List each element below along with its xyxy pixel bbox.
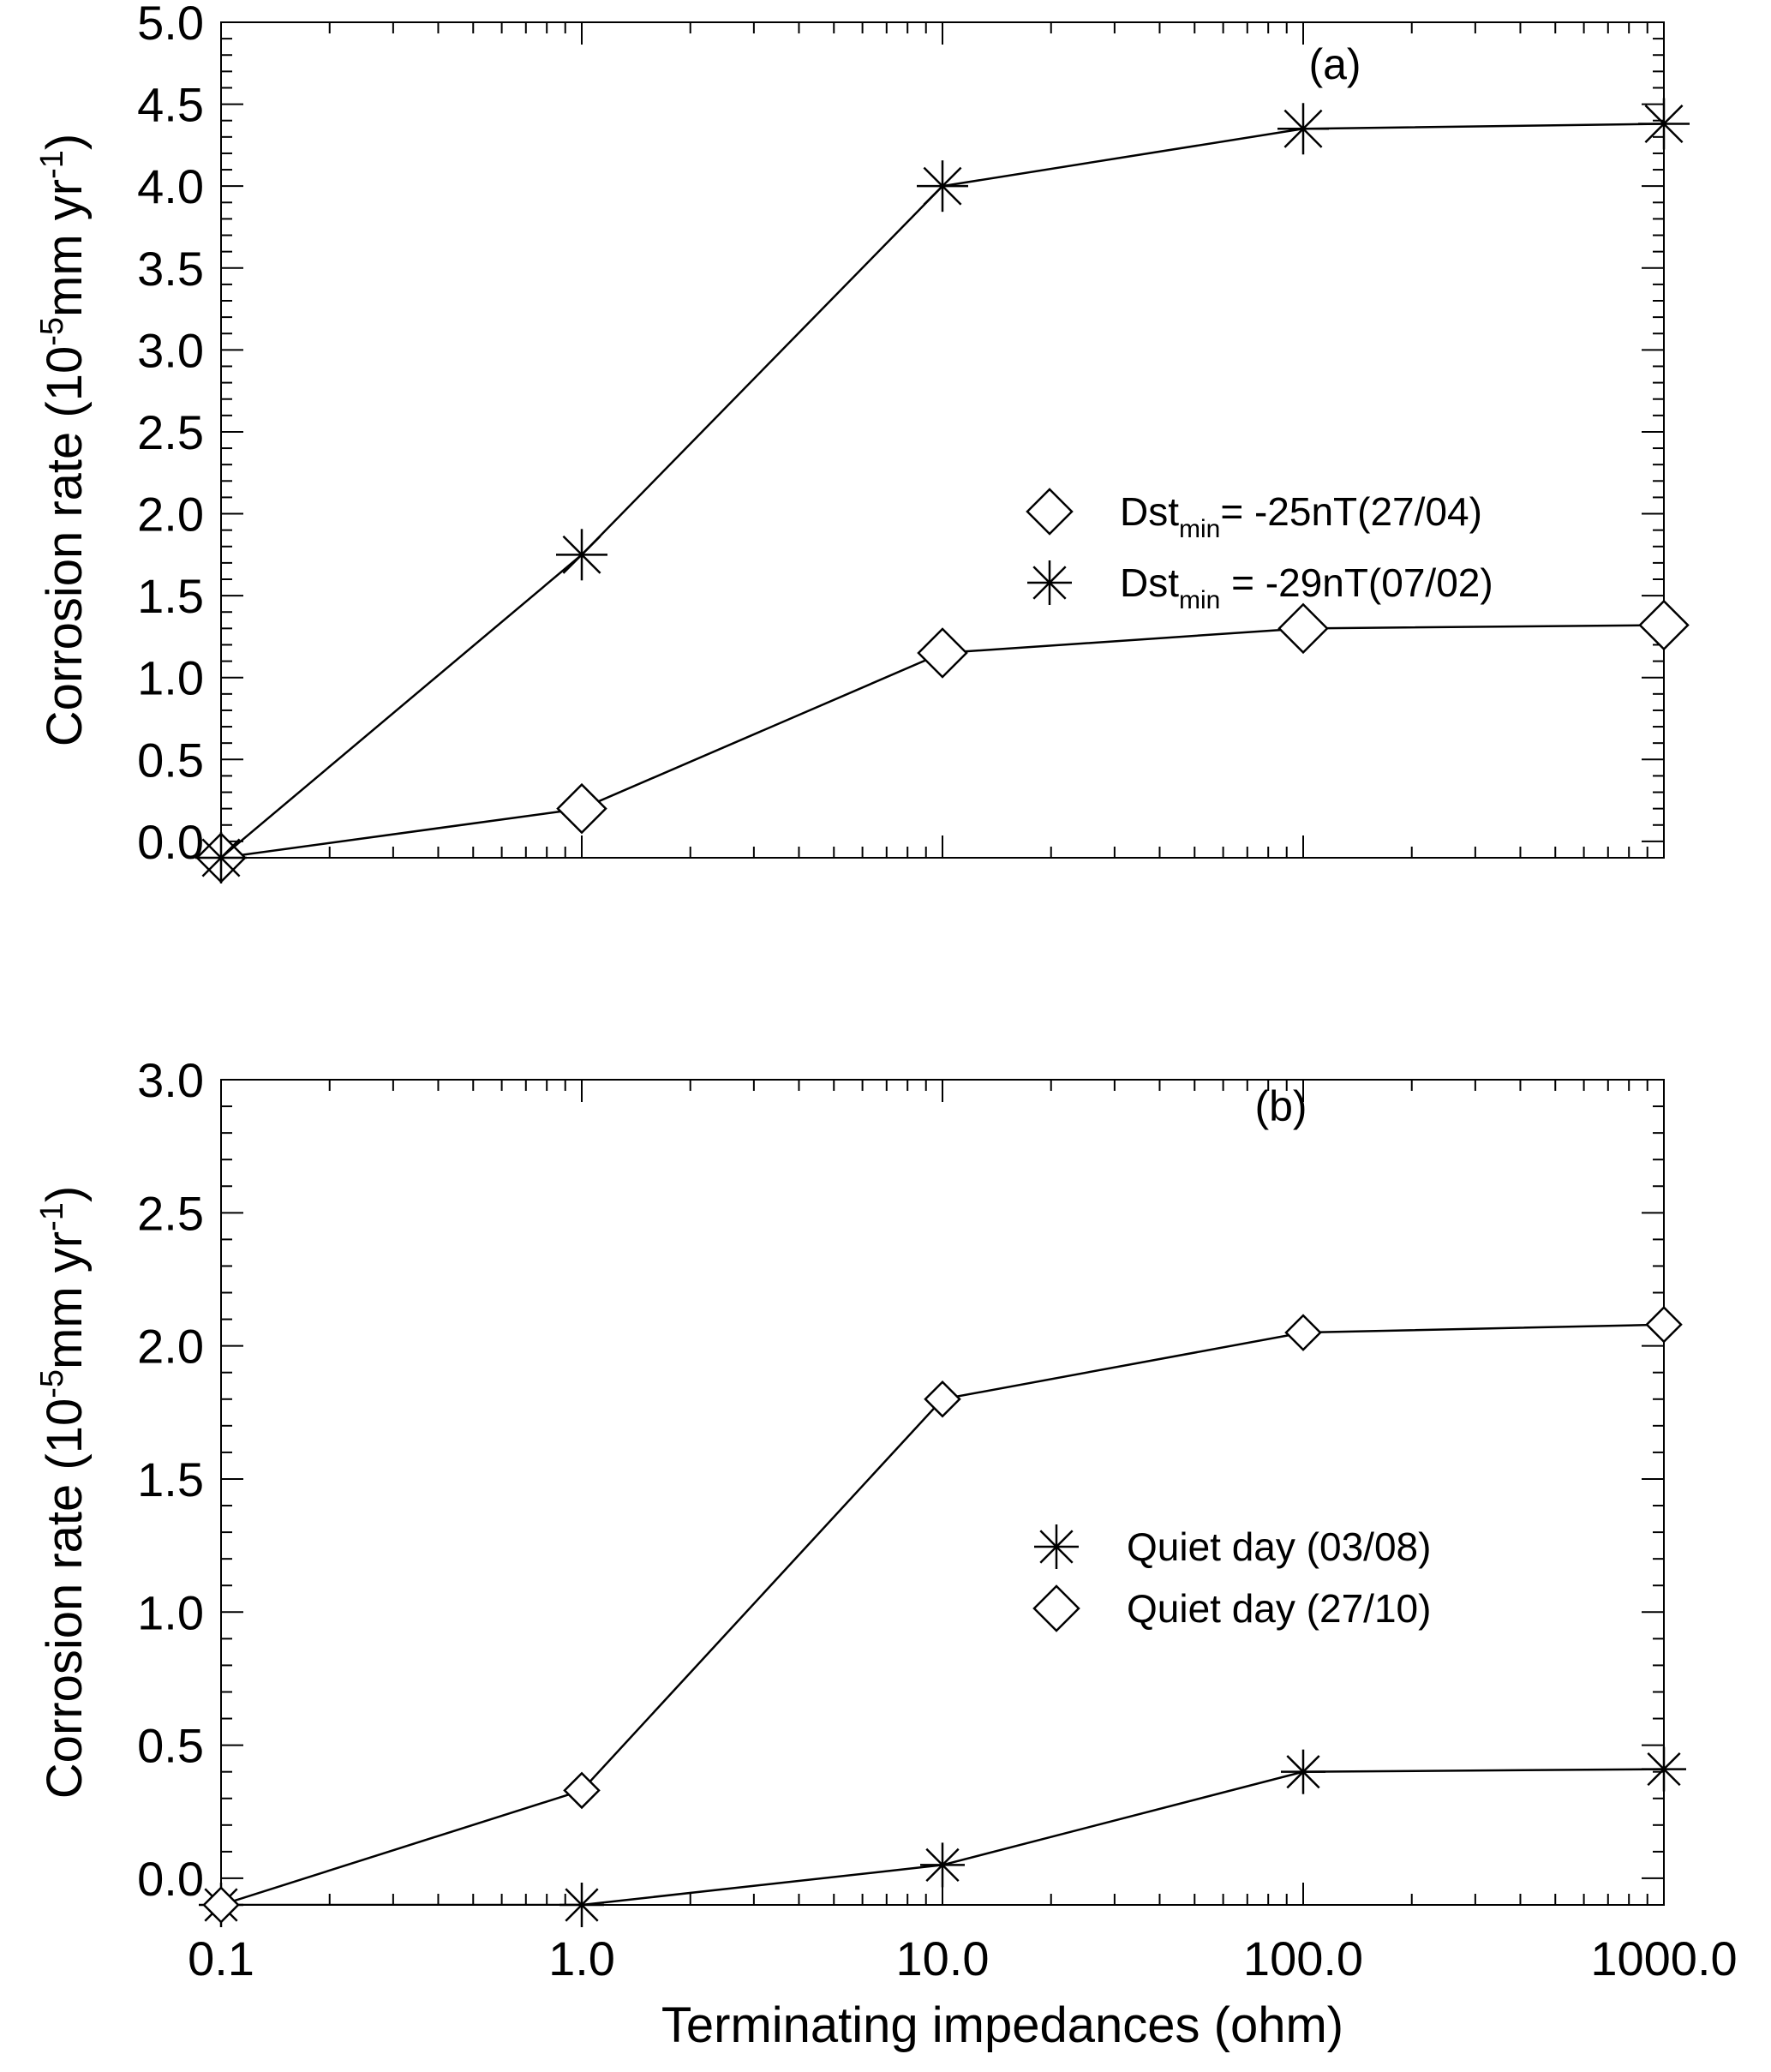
diamond-marker [202, 1886, 240, 1924]
y-tick-label: 3.0 [137, 323, 204, 377]
legend-label: Dstmin = -29nT(07/02) [1120, 560, 1493, 614]
y-tick-label: 1.0 [137, 651, 204, 705]
asterisk-marker [920, 1842, 965, 1888]
diamond-marker [1638, 599, 1690, 651]
y-tick-label: 3.0 [137, 1053, 204, 1107]
y-tick-label: 0.0 [137, 815, 204, 869]
y-tick-label: 4.5 [137, 78, 204, 132]
y-tick-label: 4.0 [137, 159, 204, 213]
legend-asterisk-symbol [1034, 1524, 1079, 1569]
y-tick-label: 0.0 [137, 1852, 204, 1906]
diamond-marker [917, 627, 968, 679]
diamond-marker [556, 782, 607, 835]
asterisk-marker [556, 529, 607, 581]
x-tick-label: 100.0 [1243, 1931, 1363, 1985]
x-tick-label: 1000.0 [1590, 1931, 1737, 1985]
panel-label: (a) [1308, 40, 1361, 88]
y-tick-label: 3.5 [137, 242, 204, 296]
legend-diamond-symbol [1026, 488, 1074, 536]
asterisk-marker [1638, 98, 1690, 150]
y-tick-label: 5.0 [137, 0, 204, 50]
asterisk-marker [1642, 1746, 1686, 1792]
asterisk-marker [1281, 1749, 1325, 1794]
y-tick-label: 1.5 [137, 569, 204, 623]
diamond-marker [1277, 602, 1329, 655]
y-tick-label: 2.5 [137, 405, 204, 459]
y-tick-label: 2.5 [137, 1186, 204, 1240]
x-tick-label: 1.0 [548, 1931, 615, 1985]
diamond-marker [924, 1380, 961, 1418]
y-axis-title: Corrosion rate (10-5mm yr-1) [34, 1186, 93, 1799]
x-tick-label: 10.0 [896, 1931, 990, 1985]
panel-a: 0.0 0.5 1.0 1.5 2.0 2.5 3.0 3.5 4.0 4.5 5.0 Corrosi… [34, 0, 1690, 883]
asterisk-marker [559, 1883, 604, 1927]
y-tick-label: 1.0 [137, 1585, 204, 1639]
panel-label: (b) [1254, 1082, 1307, 1130]
y-tick-label: 0.5 [137, 733, 204, 787]
legend-label: Dstmin= -25nT(27/04) [1120, 489, 1482, 543]
y-axis-title: Corrosion rate (10-5mm yr-1) [34, 134, 93, 746]
x-axis-title: Terminating impedances (ohm) [661, 1997, 1343, 2053]
legend-label: Quiet day (27/10) [1127, 1586, 1431, 1631]
panel-b: 0.0 0.5 1.0 1.5 2.0 2.5 3.0 0.1 1.0 10.0 100.0 1000… [34, 1053, 1738, 2053]
legend-asterisk-symbol [1027, 560, 1072, 605]
y-tick-label: 1.5 [137, 1452, 204, 1506]
legend-label: Quiet day (03/08) [1127, 1524, 1431, 1569]
y-tick-label: 2.0 [137, 1320, 204, 1374]
diamond-marker [1645, 1306, 1683, 1344]
asterisk-marker [195, 832, 247, 883]
diamond-marker [1284, 1314, 1322, 1351]
x-tick-label: 0.1 [188, 1931, 254, 1985]
y-tick-label: 2.0 [137, 488, 204, 542]
asterisk-marker [1277, 103, 1329, 155]
legend-diamond-symbol [1032, 1584, 1080, 1632]
y-tick-label: 0.5 [137, 1719, 204, 1773]
diamond-marker [563, 1771, 601, 1810]
asterisk-marker [917, 160, 968, 213]
